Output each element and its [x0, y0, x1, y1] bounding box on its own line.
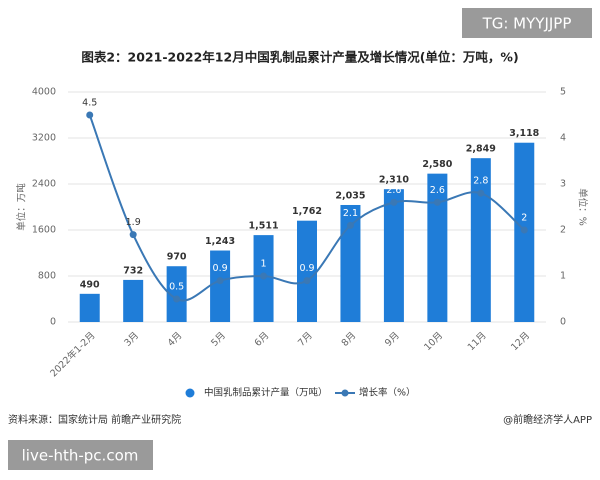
line-point — [520, 226, 528, 234]
tag-box — [462, 8, 592, 38]
bar-value-label: 3,118 — [509, 128, 539, 139]
bar — [79, 293, 100, 322]
y-tick-label: 0 — [50, 317, 56, 328]
bar — [123, 279, 144, 322]
bar-value-label: 490 — [80, 279, 100, 290]
bar-value-label: 2,035 — [335, 190, 365, 201]
line-point — [303, 277, 311, 285]
bar — [166, 266, 187, 322]
line-point — [433, 198, 441, 206]
y2-tick-label: 4 — [560, 133, 566, 144]
y2-tick-label: 0 — [560, 317, 566, 328]
legend-marker — [185, 388, 195, 398]
y-tick-label: 3200 — [32, 133, 56, 144]
bar-value-label: 970 — [167, 252, 187, 263]
y2-tick-label: 3 — [560, 179, 566, 190]
bar-value-label: 732 — [123, 265, 143, 276]
bar-value-label: 1,243 — [205, 236, 235, 247]
bar-value-label: 2,580 — [422, 159, 452, 170]
line-point — [129, 231, 137, 239]
line — [88, 114, 525, 302]
y-tick-label: 2400 — [32, 179, 56, 190]
line-point — [86, 111, 94, 119]
line-point — [173, 295, 181, 303]
bar-value-label: 1,511 — [249, 221, 279, 232]
y-tick-label: 4000 — [32, 87, 56, 98]
line-value-label: 2.6 — [386, 185, 401, 196]
y2-tick-label: 2 — [560, 225, 566, 236]
line-point — [216, 277, 224, 285]
bottom-tag: live-hth-pc.com — [22, 447, 139, 465]
x-tick-label: 5月 — [209, 330, 228, 349]
x-tick-label: 9月 — [383, 330, 402, 349]
y2-axis-label: 单位：% — [577, 188, 589, 226]
y2-tick-label: 1 — [560, 271, 566, 282]
line-point — [346, 221, 354, 229]
x-tick-label: 3月 — [122, 330, 141, 349]
bar — [470, 158, 491, 322]
bar — [340, 204, 361, 322]
tag-box — [8, 440, 153, 470]
line-point — [390, 198, 398, 206]
line-value-label: 1 — [261, 259, 267, 270]
bar-value-label: 2,310 — [379, 175, 409, 186]
bar — [297, 220, 317, 322]
line-value-label: 0.5 — [169, 282, 184, 293]
credit: @前瞻经济学人APP — [503, 413, 592, 426]
line-value-label: 2.8 — [473, 176, 488, 187]
legend-marker — [341, 389, 349, 397]
x-tick-label: 11月 — [466, 330, 489, 353]
x-tick-label: 4月 — [166, 330, 185, 349]
line-value-label: 2.1 — [343, 208, 358, 219]
y2-tick-label: 5 — [560, 87, 566, 98]
x-tick-label: 10月 — [422, 330, 445, 353]
legend-label: 增长率（%） — [359, 387, 416, 399]
line-value-label: 0.9 — [213, 263, 228, 274]
line-value-label: 2.6 — [430, 185, 445, 196]
y-axis-label: 单位：万吨 — [16, 183, 28, 231]
x-tick-label: 2022年1-2月 — [48, 329, 98, 379]
chart-title: 图表2：2021-2022年12月中国乳制品累计产量及增长情况(单位：万吨，%) — [81, 50, 518, 65]
x-tick-label: 8月 — [340, 330, 359, 349]
x-tick-label: 12月 — [509, 330, 532, 353]
y-tick-label: 800 — [38, 271, 56, 282]
source: 资料来源：国家统计局 前瞻产业研究院 — [8, 413, 181, 426]
bar — [383, 189, 404, 322]
line-value-label: 4.5 — [82, 98, 97, 109]
bar — [427, 173, 448, 322]
top-tag: TG: MYYJJPP — [482, 15, 572, 33]
line-point — [477, 189, 485, 197]
bar-value-label: 2,849 — [466, 144, 496, 155]
line-value-label: 1.9 — [126, 217, 141, 228]
legend-label: 中国乳制品累计产量（万吨） — [204, 387, 328, 399]
y-tick-label: 1600 — [32, 225, 56, 236]
x-tick-label: 6月 — [253, 330, 272, 349]
bar — [210, 250, 231, 322]
bar-value-label: 1,762 — [292, 206, 322, 217]
line-value-label: 2 — [521, 213, 527, 224]
line-value-label: 0.9 — [299, 263, 314, 274]
x-tick-label: 7月 — [296, 330, 315, 349]
line-point — [260, 272, 268, 280]
